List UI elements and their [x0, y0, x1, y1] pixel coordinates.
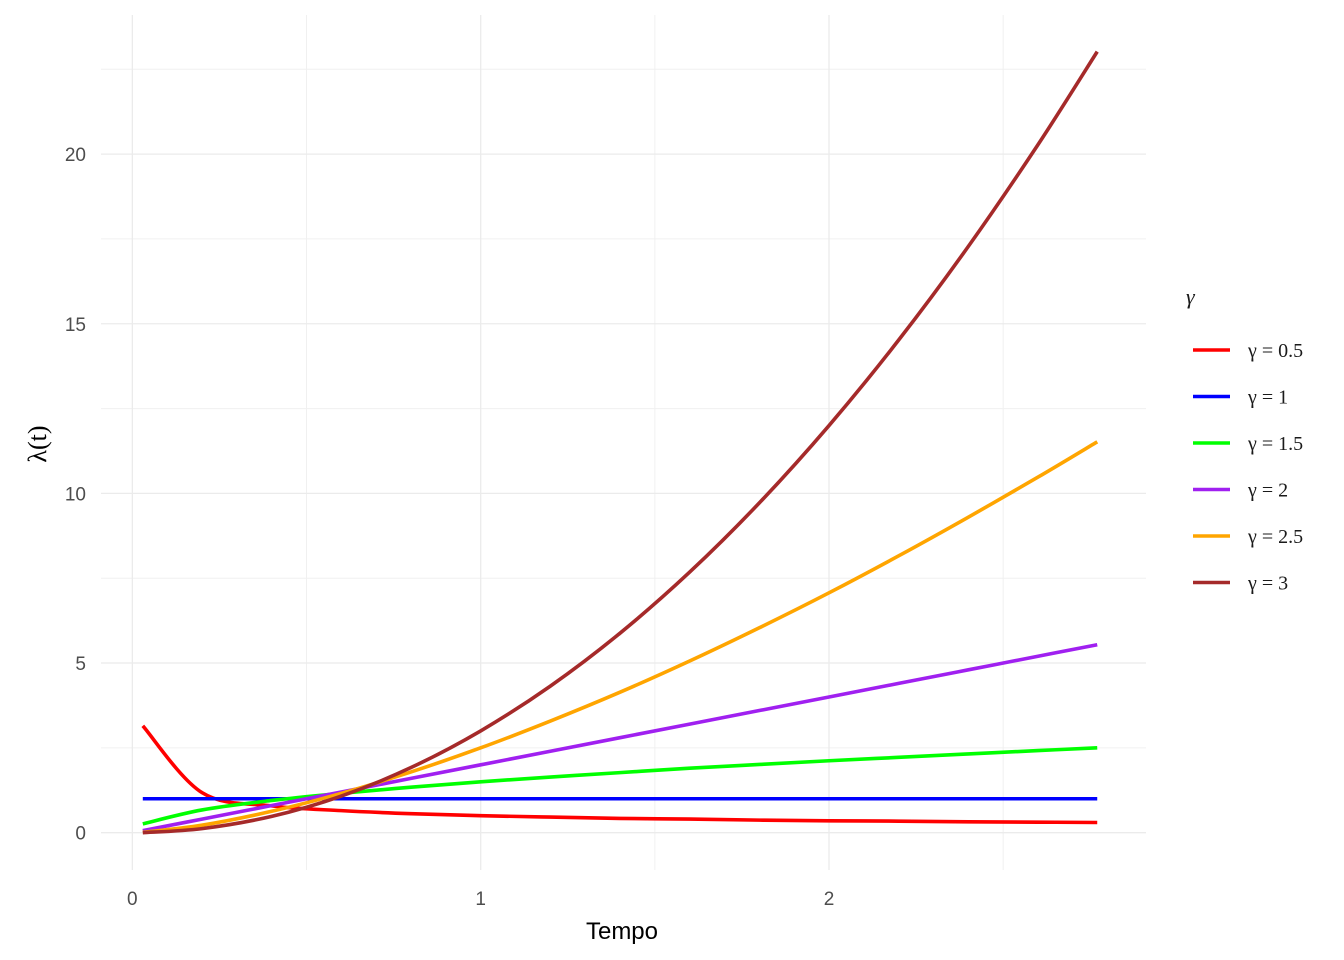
y-tick-label: 15 — [65, 315, 86, 336]
series-line-5 — [142, 50, 1099, 835]
legend-label-2: γ = 1.5 — [1247, 433, 1303, 455]
y-axis-title: λ(t) — [23, 425, 52, 462]
x-axis-title: Tempo — [586, 918, 658, 945]
y-tick-label: 10 — [65, 484, 86, 505]
y-tick-label: 20 — [65, 145, 86, 166]
x-tick-label: 0 — [127, 889, 138, 910]
minor-gridlines — [101, 15, 1146, 870]
x-axis-tick-labels: 0 1 2 — [127, 889, 834, 910]
x-tick-label: 2 — [824, 889, 835, 910]
series-line-4 — [142, 440, 1099, 835]
legend-label-5: γ = 3 — [1247, 573, 1288, 595]
y-tick-label: 0 — [75, 824, 86, 845]
legend-label-1: γ = 1 — [1247, 387, 1288, 409]
y-axis-tick-labels: 0 5 10 15 20 — [65, 145, 86, 845]
x-tick-label: 1 — [475, 889, 486, 910]
legend: γ γ = 0.5 γ = 1 γ = 1.5 γ = 2 γ = 2.5 γ = 3 — [1186, 284, 1303, 595]
major-gridlines — [101, 15, 1146, 870]
legend-label-3: γ = 2 — [1247, 480, 1288, 502]
legend-title: γ — [1186, 284, 1196, 309]
series-line-3 — [142, 642, 1098, 833]
legend-label-0: γ = 0.5 — [1247, 340, 1303, 362]
series-lines — [141, 50, 1099, 835]
legend-items: γ = 0.5 γ = 1 γ = 1.5 γ = 2 γ = 2.5 γ = 3 — [1193, 340, 1303, 595]
series-line-2 — [142, 746, 1098, 826]
y-tick-label: 5 — [75, 654, 86, 675]
legend-label-4: γ = 2.5 — [1247, 526, 1303, 548]
